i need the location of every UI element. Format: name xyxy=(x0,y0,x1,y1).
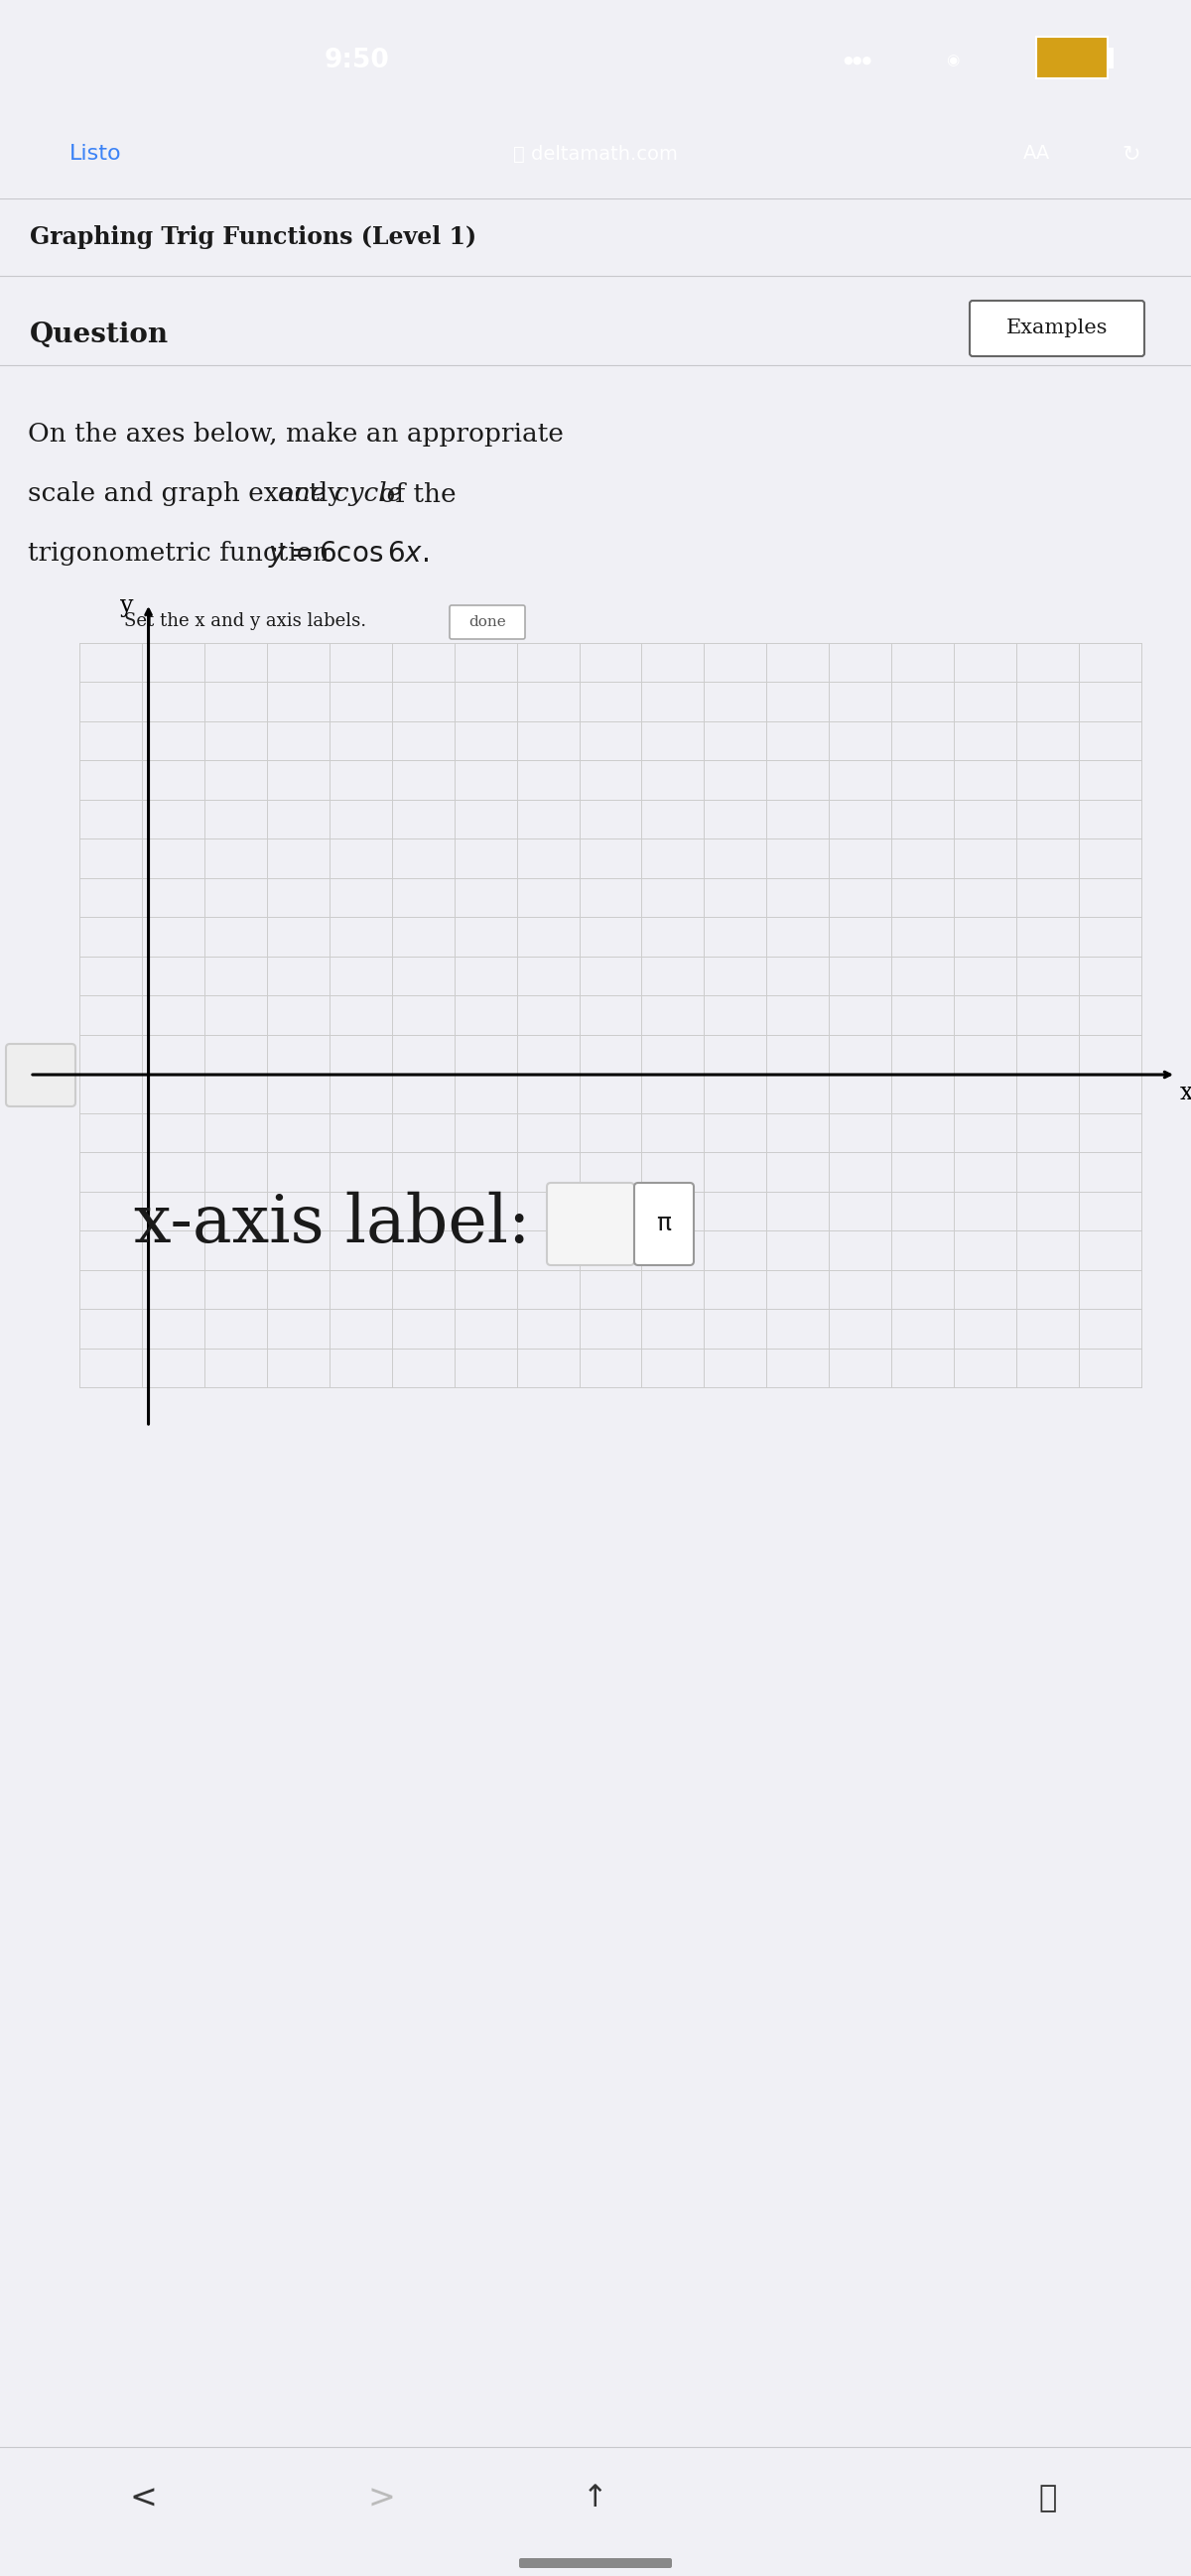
Text: ↑: ↑ xyxy=(582,2483,609,2514)
Text: Examples: Examples xyxy=(1006,319,1108,337)
Text: ⦿: ⦿ xyxy=(1039,2483,1058,2514)
FancyBboxPatch shape xyxy=(547,1182,635,1265)
Text: Set the x and y axis labels.: Set the x and y axis labels. xyxy=(124,613,367,631)
Text: Graphing Trig Functions (Level 1): Graphing Trig Functions (Level 1) xyxy=(30,224,476,250)
Text: of the: of the xyxy=(372,482,456,507)
FancyBboxPatch shape xyxy=(635,1182,693,1265)
Text: AA: AA xyxy=(1023,144,1049,162)
FancyBboxPatch shape xyxy=(6,1043,75,1108)
FancyBboxPatch shape xyxy=(519,2558,672,2568)
Text: one cycle: one cycle xyxy=(278,482,403,507)
Text: 9:50: 9:50 xyxy=(325,46,389,72)
Text: ◉: ◉ xyxy=(946,52,960,67)
Text: y: y xyxy=(120,595,133,616)
Text: $y = 6\cos 6x.$: $y = 6\cos 6x.$ xyxy=(268,538,429,569)
Text: Listo: Listo xyxy=(69,144,121,165)
Text: 🔒 deltamath.com: 🔒 deltamath.com xyxy=(513,144,678,162)
Text: done: done xyxy=(468,616,506,629)
Text: scale and graph exactly: scale and graph exactly xyxy=(27,482,351,507)
Text: x-axis label:: x-axis label: xyxy=(133,1190,530,1257)
Bar xyxy=(1108,46,1114,67)
Text: trigonometric function: trigonometric function xyxy=(27,541,337,567)
Text: On the axes below, make an appropriate: On the axes below, make an appropriate xyxy=(27,422,563,448)
Text: >: > xyxy=(367,2483,395,2514)
Text: <: < xyxy=(129,2483,157,2514)
Text: π: π xyxy=(656,1213,672,1236)
Text: ●●●: ●●● xyxy=(843,54,872,64)
Text: ↻: ↻ xyxy=(1122,144,1141,165)
Bar xyxy=(1036,36,1108,80)
FancyBboxPatch shape xyxy=(450,605,525,639)
Text: Question: Question xyxy=(30,322,169,348)
FancyBboxPatch shape xyxy=(969,301,1145,355)
Text: x: x xyxy=(1179,1082,1191,1105)
